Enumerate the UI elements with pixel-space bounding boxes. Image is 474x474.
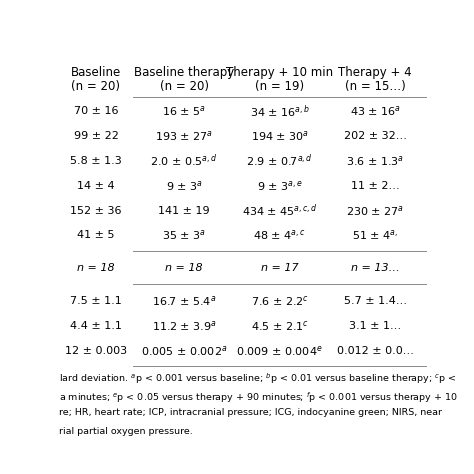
Text: n = 18: n = 18: [77, 263, 115, 273]
Text: 7.5 ± 1.1: 7.5 ± 1.1: [70, 296, 122, 306]
Text: lard deviation. $^{a}$p < 0.001 versus baseline; $^{b}$p < 0.01 versus baseline : lard deviation. $^{a}$p < 0.001 versus b…: [59, 372, 457, 386]
Text: Baseline therapy: Baseline therapy: [134, 66, 234, 79]
Text: 193 ± 27$^{a}$: 193 ± 27$^{a}$: [155, 129, 213, 143]
Text: 51 ± 4$^{a,}$: 51 ± 4$^{a,}$: [352, 228, 398, 242]
Text: 9 ± 3$^{a}$: 9 ± 3$^{a}$: [166, 179, 202, 193]
Text: Therapy + 10 min: Therapy + 10 min: [226, 66, 333, 79]
Text: 434 ± 45$^{a,c,d}$: 434 ± 45$^{a,c,d}$: [242, 202, 318, 219]
Text: 230 ± 27$^{a}$: 230 ± 27$^{a}$: [346, 203, 404, 218]
Text: 152 ± 36: 152 ± 36: [70, 206, 122, 216]
Text: 12 ± 0.003: 12 ± 0.003: [65, 346, 127, 356]
Text: 43 ± 16$^{a}$: 43 ± 16$^{a}$: [350, 104, 401, 118]
Text: 16 ± 5$^{a}$: 16 ± 5$^{a}$: [162, 104, 206, 118]
Text: 41 ± 5: 41 ± 5: [77, 230, 115, 240]
Text: 16.7 ± 5.4$^{a}$: 16.7 ± 5.4$^{a}$: [152, 294, 216, 308]
Text: rial partial oxygen pressure.: rial partial oxygen pressure.: [59, 427, 193, 436]
Text: 11 ± 2…: 11 ± 2…: [351, 181, 400, 191]
Text: 0.005 ± 0.002$^{a}$: 0.005 ± 0.002$^{a}$: [141, 344, 228, 358]
Text: 0.012 ± 0.0…: 0.012 ± 0.0…: [337, 346, 414, 356]
Text: 3.1 ± 1…: 3.1 ± 1…: [349, 321, 401, 331]
Text: 11.2 ± 3.9$^{a}$: 11.2 ± 3.9$^{a}$: [152, 319, 217, 333]
Text: 2.9 ± 0.7$^{a,d}$: 2.9 ± 0.7$^{a,d}$: [246, 153, 313, 169]
Text: 14 ± 4: 14 ± 4: [77, 181, 115, 191]
Text: 4.5 ± 2.1$^{c}$: 4.5 ± 2.1$^{c}$: [251, 319, 309, 333]
Text: 99 ± 22: 99 ± 22: [73, 131, 118, 141]
Text: 7.6 ± 2.2$^{c}$: 7.6 ± 2.2$^{c}$: [251, 294, 309, 308]
Text: 5.8 ± 1.3: 5.8 ± 1.3: [70, 156, 122, 166]
Text: 70 ± 16: 70 ± 16: [74, 106, 118, 116]
Text: 3.6 ± 1.3$^{a}$: 3.6 ± 1.3$^{a}$: [346, 154, 404, 168]
Text: (n = 15…): (n = 15…): [345, 80, 406, 93]
Text: a minutes; $^{e}$p < 0.05 versus therapy + 90 minutes; $^{f}$p < 0.001 versus th: a minutes; $^{e}$p < 0.05 versus therapy…: [59, 390, 458, 405]
Text: 0.009 ± 0.004$^{e}$: 0.009 ± 0.004$^{e}$: [237, 344, 323, 358]
Text: (n = 20): (n = 20): [160, 80, 209, 93]
Text: 4.4 ± 1.1: 4.4 ± 1.1: [70, 321, 122, 331]
Text: 2.0 ± 0.5$^{a,d}$: 2.0 ± 0.5$^{a,d}$: [150, 153, 218, 169]
Text: 35 ± 3$^{a}$: 35 ± 3$^{a}$: [162, 228, 206, 242]
Text: 194 ± 30$^{a}$: 194 ± 30$^{a}$: [251, 129, 309, 143]
Text: re; HR, heart rate; ICP, intracranial pressure; ICG, indocyanine green; NIRS, ne: re; HR, heart rate; ICP, intracranial pr…: [59, 408, 442, 417]
Text: n = 17: n = 17: [261, 263, 299, 273]
Text: 5.7 ± 1.4…: 5.7 ± 1.4…: [344, 296, 407, 306]
Text: (n = 20): (n = 20): [72, 80, 120, 93]
Text: Baseline: Baseline: [71, 66, 121, 79]
Text: Therapy + 4⁠: Therapy + 4⁠: [338, 66, 412, 79]
Text: 202 ± 32…: 202 ± 32…: [344, 131, 407, 141]
Text: n = 18: n = 18: [165, 263, 203, 273]
Text: 141 ± 19: 141 ± 19: [158, 206, 210, 216]
Text: n = 13…: n = 13…: [351, 263, 400, 273]
Text: (n = 19): (n = 19): [255, 80, 304, 93]
Text: 48 ± 4$^{a,c}$: 48 ± 4$^{a,c}$: [253, 228, 306, 242]
Text: 9 ± 3$^{a,e}$: 9 ± 3$^{a,e}$: [257, 179, 302, 193]
Text: 34 ± 16$^{a,b}$: 34 ± 16$^{a,b}$: [250, 103, 310, 119]
